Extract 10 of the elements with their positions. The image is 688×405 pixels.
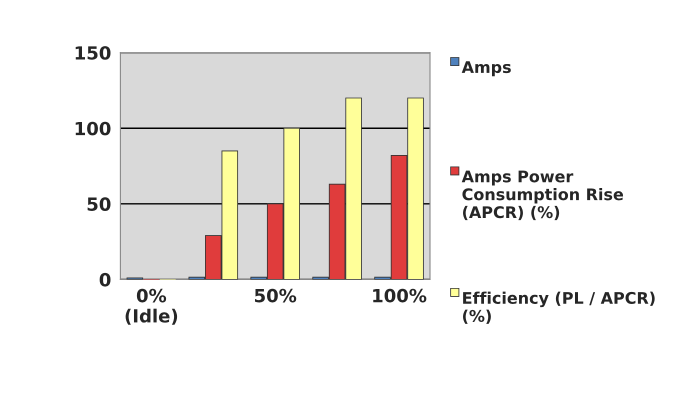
legend-label: Amps [462,61,511,76]
y-tick-label: 100 [76,122,111,136]
x-tick-label: 100% [373,288,426,302]
x-tick-label: 0% (Idle) [126,288,178,325]
y-tick-label: 150 [76,46,111,60]
legend-label: Efficiency (PL / APCR) (%) [463,292,655,324]
y-tick-label: 0 [100,272,111,287]
y-tick-label: 50 [88,197,111,211]
x-tick-label: 50% [254,288,296,302]
legend-label: Amps Power Consumption Rise (APCR) (%) [462,170,624,220]
